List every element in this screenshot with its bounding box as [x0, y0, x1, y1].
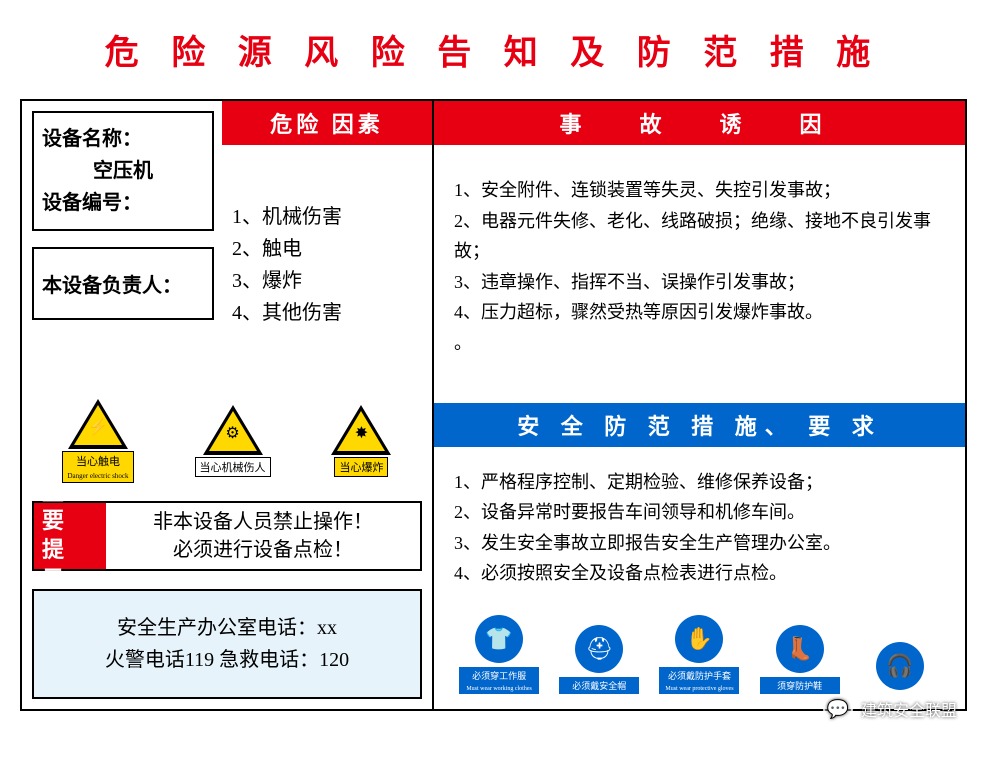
triangle-icon: ✸	[331, 405, 391, 455]
device-number-label: 设备编号：	[42, 187, 204, 219]
tips-text: 非本设备人员禁止操作！ 必须进行设备点检！	[106, 503, 420, 569]
page-title: 危 险 源 风 险 告 知 及 防 范 措 施	[0, 0, 987, 89]
measure-item: 3、发生安全事故立即报告安全生产管理办公室。	[454, 528, 945, 559]
left-top-row: 设备名称： 空压机 设备编号： 本设备负责人： 危险 因素 1、机械伤害 2、触…	[22, 101, 432, 381]
ppe-ear: 🎧	[860, 642, 940, 694]
measure-body: 1、严格程序控制、定期检验、维修保养设备； 2、设备异常时要报告车间领导和机修车…	[434, 447, 965, 599]
risk-item: 1、机械伤害	[232, 201, 422, 233]
device-column: 设备名称： 空压机 设备编号： 本设备负责人：	[22, 101, 222, 381]
warn-electric: ⚡ 当心触电Danger electric shock	[62, 399, 133, 483]
ppe-icon: 👢	[776, 625, 824, 673]
ppe-label: 必须戴安全帽	[559, 677, 639, 694]
device-name-label: 设备名称：	[42, 123, 204, 155]
ppe-label: 必须穿工作服Must wear working clothes	[459, 667, 539, 694]
triangle-icon: ⚡	[68, 399, 128, 449]
ppe-shoes: 👢 须穿防护鞋	[760, 625, 840, 694]
ppe-helmet: ⛑ 必须戴安全帽	[559, 625, 639, 694]
risk-item: 3、爆炸	[232, 265, 422, 297]
device-info-box: 设备名称： 空压机 设备编号：	[32, 111, 214, 231]
cause-item: 3、违章操作、指挥不当、误操作引发事故；	[454, 267, 945, 298]
ppe-icon: 👕	[475, 615, 523, 663]
risk-item: 2、触电	[232, 233, 422, 265]
ppe-gloves: ✋ 必须戴防护手套Must wear protective gloves	[659, 615, 739, 694]
warn-label: 当心爆炸	[334, 457, 388, 477]
cause-header: 事 故 诱 因	[434, 101, 965, 145]
main-container: 设备名称： 空压机 设备编号： 本设备负责人： 危险 因素 1、机械伤害 2、触…	[20, 99, 967, 711]
cause-item: 1、安全附件、连锁装置等失灵、失控引发事故；	[454, 175, 945, 206]
tips-label: 重 要提 示	[34, 503, 106, 569]
tips-line: 非本设备人员禁止操作！	[114, 508, 412, 536]
risk-factor-header: 危险 因素	[222, 101, 432, 145]
cause-body: 1、安全附件、连锁装置等失灵、失控引发事故； 2、电器元件失修、老化、线路破损；…	[434, 145, 965, 403]
ppe-clothes: 👕 必须穿工作服Must wear working clothes	[459, 615, 539, 694]
phone-box: 安全生产办公室电话：xx 火警电话119 急救电话：120	[32, 589, 422, 699]
ppe-label: 必须戴防护手套Must wear protective gloves	[659, 667, 739, 694]
cause-item: 。	[454, 328, 945, 359]
phone-line: 安全生产办公室电话：xx	[117, 612, 337, 644]
responsible-label: 本设备负责人：	[42, 269, 204, 298]
right-column: 事 故 诱 因 1、安全附件、连锁装置等失灵、失控引发事故； 2、电器元件失修、…	[432, 101, 965, 709]
device-name-value: 空压机	[42, 155, 204, 187]
cause-item: 2、电器元件失修、老化、线路破损；绝缘、接地不良引发事故；	[454, 206, 945, 267]
ppe-icon: ✋	[675, 615, 723, 663]
tips-row: 重 要提 示 非本设备人员禁止操作！ 必须进行设备点检！	[32, 501, 422, 571]
ppe-icon: ⛑	[575, 625, 623, 673]
warn-mechanical: ⚙ 当心机械伤人	[195, 405, 271, 477]
responsible-box: 本设备负责人：	[32, 247, 214, 320]
left-column: 设备名称： 空压机 设备编号： 本设备负责人： 危险 因素 1、机械伤害 2、触…	[22, 101, 432, 709]
warn-label: 当心机械伤人	[195, 457, 271, 477]
ppe-row: 👕 必须穿工作服Must wear working clothes ⛑ 必须戴安…	[434, 599, 965, 709]
measure-header: 安 全 防 范 措 施、 要 求	[434, 403, 965, 447]
triangle-icon: ⚙	[203, 405, 263, 455]
measure-item: 1、严格程序控制、定期检验、维修保养设备；	[454, 467, 945, 498]
tips-line: 必须进行设备点检！	[114, 536, 412, 564]
measure-item: 4、必须按照安全及设备点检表进行点检。	[454, 558, 945, 589]
measure-item: 2、设备异常时要报告车间领导和机修车间。	[454, 497, 945, 528]
phone-line: 火警电话119 急救电话：120	[105, 644, 349, 676]
ppe-label: 须穿防护鞋	[760, 677, 840, 694]
risk-item: 4、其他伤害	[232, 297, 422, 329]
cause-item: 4、压力超标，骤然受热等原因引发爆炸事故。	[454, 297, 945, 328]
ppe-icon: 🎧	[876, 642, 924, 690]
warn-explosion: ✸ 当心爆炸	[331, 405, 391, 477]
risk-factor-column: 危险 因素 1、机械伤害 2、触电 3、爆炸 4、其他伤害	[222, 101, 432, 381]
